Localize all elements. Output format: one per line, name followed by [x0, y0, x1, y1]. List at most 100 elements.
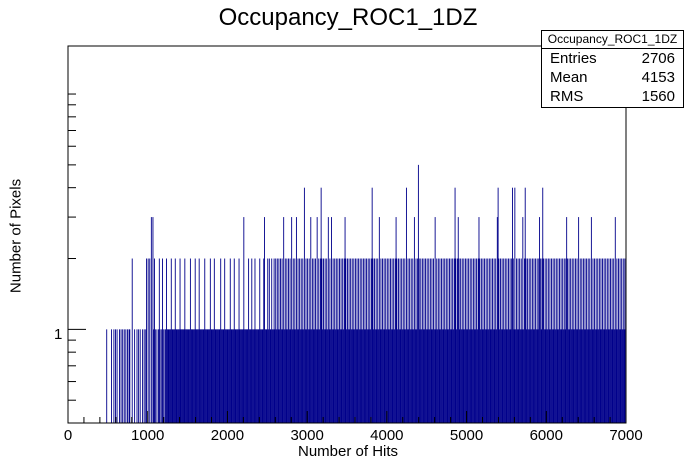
histogram-bar: [519, 329, 521, 423]
histogram-bar: [607, 329, 609, 423]
histogram-bar: [301, 329, 303, 423]
histogram-bar: [342, 258, 344, 423]
histogram-bar: [164, 329, 166, 423]
histogram-bar: [297, 258, 299, 423]
histogram-bar: [565, 258, 567, 423]
histogram-bar: [417, 164, 419, 423]
histogram-bar: [534, 329, 536, 423]
histogram-bar: [511, 258, 513, 423]
histogram-bar: [190, 329, 192, 423]
histogram-bar: [433, 258, 434, 423]
histogram-bar: [252, 329, 254, 423]
histogram-bar: [294, 258, 296, 423]
histogram-bar: [551, 258, 552, 423]
histogram-bar: [610, 329, 612, 423]
histogram-bar: [225, 329, 226, 423]
histogram-bar: [397, 329, 399, 423]
histogram-bar: [447, 258, 449, 423]
histogram-bar: [391, 258, 393, 423]
histogram-bar: [209, 258, 211, 423]
histogram-bar: [322, 329, 324, 423]
histogram-bar: [561, 329, 563, 423]
histogram-bar: [567, 329, 569, 423]
histogram-bar: [198, 258, 200, 423]
histogram-bar: [334, 258, 336, 423]
histogram-bar: [564, 329, 566, 423]
histogram-bar: [382, 258, 383, 423]
histogram-bar: [296, 329, 298, 423]
histogram-bar: [287, 329, 289, 423]
histogram-bar: [268, 258, 270, 423]
histogram-bar: [180, 329, 182, 423]
histogram-bar: [602, 329, 604, 423]
histogram-bar: [335, 329, 336, 423]
histogram-bar: [523, 258, 525, 423]
histogram-bar: [437, 329, 438, 423]
histogram-bar: [486, 329, 488, 423]
histogram-bar: [527, 258, 529, 423]
histogram-bar: [344, 217, 346, 423]
histogram-bar: [438, 329, 440, 423]
histogram-bar: [425, 329, 427, 423]
histogram-bar: [533, 258, 535, 423]
histogram-bar: [159, 329, 161, 423]
histogram-bar: [559, 329, 561, 423]
histogram-bar: [331, 329, 333, 423]
histogram-bar: [569, 329, 571, 423]
histogram-bar: [425, 258, 427, 423]
histogram-bar: [568, 258, 570, 423]
histogram-bar: [230, 329, 232, 423]
histogram-bar: [453, 329, 454, 423]
histogram-bar: [262, 329, 264, 423]
histogram-bar: [170, 329, 171, 423]
histogram-bar: [563, 329, 564, 423]
histogram-bar: [608, 258, 610, 423]
histogram-bar: [224, 258, 226, 423]
histogram-bar: [404, 258, 406, 423]
histogram-bar: [588, 329, 590, 423]
histogram-bar: [260, 329, 262, 423]
histogram-bar: [440, 329, 442, 423]
histogram-bar: [390, 258, 391, 423]
histogram-bar: [197, 329, 199, 423]
histogram-bar: [189, 258, 191, 423]
x-tick-label: 2000: [210, 427, 245, 444]
histogram-bar: [458, 258, 460, 423]
histogram-bar: [307, 329, 309, 423]
histogram-bar: [239, 329, 241, 423]
histogram-bar: [558, 329, 560, 423]
histogram-bar: [514, 187, 516, 423]
histogram-bar: [185, 329, 187, 423]
histogram-bar: [170, 258, 172, 423]
histogram-bar: [464, 329, 466, 423]
histogram-bar: [507, 329, 509, 423]
histogram-bar: [578, 329, 580, 423]
histogram-bar: [597, 258, 599, 423]
histogram-bar: [483, 329, 485, 423]
histogram-bar: [288, 258, 289, 423]
histogram-bar: [106, 329, 108, 423]
histogram-bar: [571, 329, 572, 423]
histogram-bar: [165, 329, 167, 423]
histogram-bar: [199, 329, 201, 423]
histogram-bar: [303, 329, 305, 423]
histogram-bar: [375, 258, 377, 423]
histogram-bar: [243, 217, 245, 423]
histogram-bar: [354, 329, 356, 423]
histogram-bar: [457, 258, 458, 423]
histogram-bar: [532, 329, 534, 423]
histogram-bar: [376, 329, 378, 423]
histogram-bar: [246, 329, 248, 423]
histogram-bar: [219, 329, 221, 423]
histogram-bar: [321, 258, 323, 423]
histogram-bar: [189, 329, 191, 423]
histogram-bar: [335, 258, 337, 423]
histogram-bar: [547, 258, 549, 423]
histogram-bar: [407, 258, 409, 423]
histogram-bar: [413, 329, 415, 423]
histogram-bar: [477, 258, 479, 423]
histogram-bar: [455, 258, 457, 423]
histogram-bar: [519, 258, 521, 423]
histogram-bar: [374, 329, 376, 423]
histogram-bar: [595, 258, 597, 423]
